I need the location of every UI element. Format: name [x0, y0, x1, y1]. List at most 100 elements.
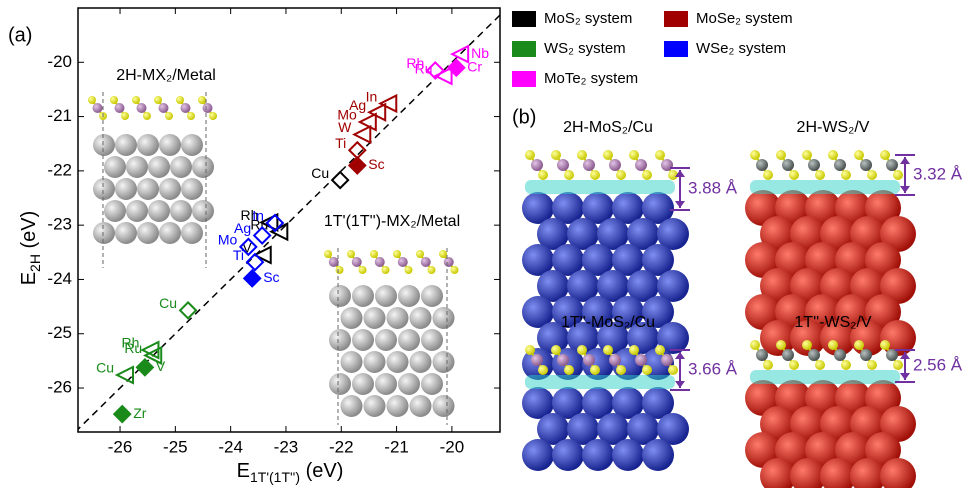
- charge-density: [750, 180, 900, 194]
- atom: [661, 159, 673, 171]
- point-label: Ru: [124, 340, 142, 356]
- atom: [603, 345, 613, 355]
- legend: MoS₂ systemMoSe₂ systemWS₂ systemWSe₂ sy…: [512, 10, 793, 87]
- legend-swatch: [512, 11, 536, 27]
- legend-label: MoTe₂ system: [544, 70, 638, 87]
- charge-density: [525, 180, 675, 194]
- atom: [525, 345, 535, 355]
- axis-label-unit: (eV): [18, 211, 40, 254]
- atom: [834, 349, 846, 361]
- atom: [364, 395, 386, 417]
- atom: [612, 439, 644, 471]
- atom: [137, 103, 147, 113]
- atom: [802, 340, 812, 350]
- atom: [557, 159, 569, 171]
- atom: [642, 439, 674, 471]
- atom: [538, 365, 548, 375]
- atom: [756, 159, 768, 171]
- atom: [329, 257, 339, 267]
- atom: [137, 134, 159, 156]
- x-tick-label: -22: [329, 437, 354, 456]
- atom: [375, 373, 397, 395]
- atom: [126, 200, 148, 222]
- marker: [332, 172, 348, 188]
- atom: [359, 266, 367, 274]
- atom: [557, 354, 569, 366]
- atom: [428, 266, 436, 274]
- atom: [352, 257, 362, 267]
- atom: [880, 340, 890, 350]
- x-tick-label: -23: [274, 437, 299, 456]
- arrow-head: [675, 381, 685, 388]
- point-label: V: [156, 358, 166, 374]
- atom: [181, 103, 191, 113]
- atom: [110, 96, 118, 104]
- x-tick-label: -25: [163, 437, 188, 456]
- point-label: Cu: [159, 295, 177, 311]
- atom: [655, 345, 665, 355]
- structures: 2H-MoS₂/Cu3.88 Å2H-WS₂/V3.32 Å1T''-MoS₂/…: [522, 119, 963, 488]
- atom: [176, 96, 184, 104]
- atom: [382, 266, 390, 274]
- atom: [416, 250, 424, 258]
- x-tick-label: -24: [218, 437, 243, 456]
- legend-label: WS₂ system: [544, 40, 626, 57]
- atom: [324, 250, 332, 258]
- atom: [410, 307, 432, 329]
- y-tick-label: -24: [47, 269, 72, 288]
- atom: [815, 170, 825, 180]
- atom: [93, 134, 115, 156]
- atom: [609, 354, 621, 366]
- atom: [854, 340, 864, 350]
- atom: [893, 170, 903, 180]
- y-tick-label: -20: [47, 52, 72, 71]
- atom: [525, 150, 535, 160]
- marker: [380, 96, 396, 112]
- point-label: W: [338, 119, 352, 135]
- atom: [352, 285, 374, 307]
- arrow-head: [900, 373, 910, 380]
- atom: [616, 170, 626, 180]
- atom: [841, 360, 851, 370]
- atom: [421, 373, 443, 395]
- atom: [364, 351, 386, 373]
- atom: [198, 96, 206, 104]
- y-tick-label: -21: [47, 106, 72, 125]
- atom: [789, 170, 799, 180]
- atom: [750, 340, 760, 350]
- atom: [750, 150, 760, 160]
- atom: [444, 257, 454, 267]
- atom: [590, 170, 600, 180]
- atom: [115, 103, 125, 113]
- atom: [352, 329, 374, 351]
- atom: [635, 159, 647, 171]
- structure-title: 2H-MoS₂/Cu: [563, 119, 653, 136]
- charge-density: [750, 370, 900, 384]
- plot: -26-25-24-23-22-21-20-26-25-24-23-22-21-…: [18, 8, 507, 485]
- atom: [635, 354, 647, 366]
- atom: [763, 170, 773, 180]
- atom: [763, 360, 773, 370]
- axis-label-main: E: [18, 272, 40, 285]
- atom: [375, 329, 397, 351]
- point-label: In: [252, 208, 264, 224]
- arrow-head: [900, 157, 910, 164]
- marker: [114, 406, 130, 422]
- structure-title: 1T''-WS₂/V: [794, 314, 872, 331]
- atom: [590, 365, 600, 375]
- atom: [893, 360, 903, 370]
- charge-density: [525, 375, 675, 389]
- marker: [137, 359, 153, 375]
- atom: [148, 156, 170, 178]
- atom: [159, 134, 181, 156]
- legend-swatch: [664, 11, 688, 27]
- atom: [104, 200, 126, 222]
- atom: [121, 112, 129, 120]
- atom: [154, 96, 162, 104]
- atom: [148, 200, 170, 222]
- point-label: In: [366, 88, 378, 104]
- atom: [834, 159, 846, 171]
- atom: [661, 354, 673, 366]
- atom: [209, 112, 217, 120]
- atom: [329, 329, 351, 351]
